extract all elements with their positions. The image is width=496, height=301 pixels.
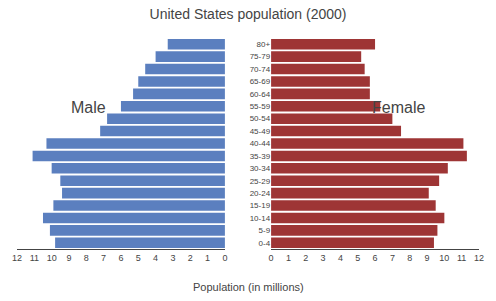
svg-text:12: 12	[12, 253, 22, 263]
svg-text:10-14: 10-14	[250, 214, 271, 223]
svg-text:8: 8	[407, 253, 412, 263]
svg-text:35-39: 35-39	[250, 152, 271, 161]
svg-text:70-74: 70-74	[250, 65, 271, 74]
svg-text:9: 9	[425, 253, 430, 263]
svg-text:9: 9	[66, 253, 71, 263]
svg-text:1: 1	[286, 253, 291, 263]
svg-text:40-44: 40-44	[250, 139, 271, 148]
svg-text:0: 0	[222, 253, 227, 263]
svg-text:10: 10	[439, 253, 449, 263]
svg-text:3: 3	[170, 253, 175, 263]
svg-text:Female: Female	[372, 99, 425, 116]
svg-text:5: 5	[355, 253, 360, 263]
svg-text:65-69: 65-69	[250, 77, 271, 86]
svg-text:12: 12	[474, 253, 484, 263]
svg-text:Population (in millions): Population (in millions)	[193, 281, 304, 293]
svg-text:8: 8	[84, 253, 89, 263]
svg-text:50-54: 50-54	[250, 114, 271, 123]
svg-text:4: 4	[153, 253, 158, 263]
svg-text:60-64: 60-64	[250, 90, 271, 99]
svg-text:United States population (2000: United States population (2000)	[150, 6, 347, 22]
svg-text:5: 5	[136, 253, 141, 263]
svg-text:20-24: 20-24	[250, 189, 271, 198]
svg-text:1: 1	[205, 253, 210, 263]
svg-text:10: 10	[47, 253, 57, 263]
svg-text:0-4: 0-4	[259, 239, 271, 248]
svg-text:75-79: 75-79	[250, 52, 271, 61]
svg-text:45-49: 45-49	[250, 127, 271, 136]
svg-text:6: 6	[373, 253, 378, 263]
svg-text:7: 7	[390, 253, 395, 263]
svg-text:25-29: 25-29	[250, 177, 271, 186]
svg-text:4: 4	[338, 253, 343, 263]
svg-text:30-34: 30-34	[250, 164, 271, 173]
svg-text:15-19: 15-19	[250, 201, 271, 210]
svg-text:3: 3	[321, 253, 326, 263]
svg-text:2: 2	[303, 253, 308, 263]
svg-text:Male: Male	[71, 99, 106, 116]
svg-text:2: 2	[188, 253, 193, 263]
svg-text:7: 7	[101, 253, 106, 263]
svg-text:6: 6	[118, 253, 123, 263]
svg-text:80+: 80+	[257, 40, 271, 49]
svg-text:5-9: 5-9	[259, 226, 271, 235]
svg-text:11: 11	[30, 253, 39, 263]
svg-text:0: 0	[269, 253, 274, 263]
svg-text:11: 11	[457, 253, 466, 263]
svg-text:55-59: 55-59	[250, 102, 271, 111]
